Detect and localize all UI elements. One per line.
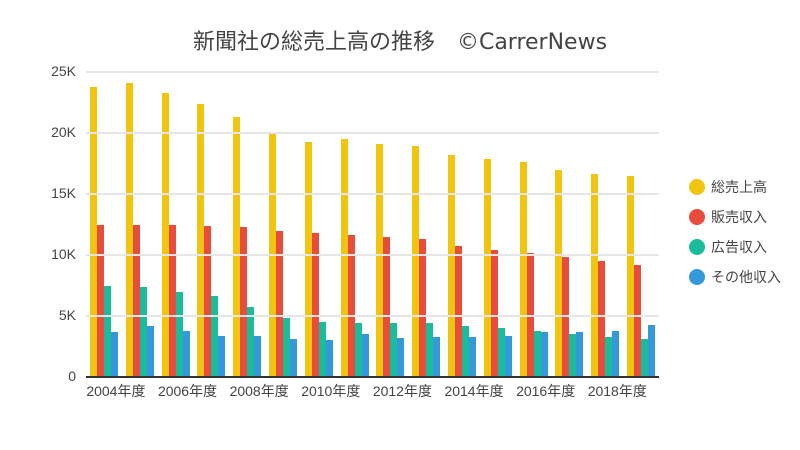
- legend-dot-icon: [689, 269, 705, 285]
- x-tick-label: 2018年度: [587, 383, 647, 399]
- gridline: [86, 71, 659, 73]
- bar[interactable]: [497, 328, 505, 377]
- x-tick-label: 2014年度: [444, 383, 504, 399]
- bar[interactable]: [540, 331, 548, 377]
- bar[interactable]: [132, 224, 140, 377]
- bar[interactable]: [318, 322, 326, 377]
- bar[interactable]: [254, 335, 262, 377]
- bar[interactable]: [569, 334, 577, 377]
- legend-item-ad-revenue[interactable]: 広告収入: [689, 232, 781, 262]
- x-tick-label: 2004年度: [86, 383, 146, 399]
- y-tick-label: 20K: [51, 124, 76, 140]
- bar[interactable]: [426, 323, 434, 377]
- bar[interactable]: [96, 224, 104, 377]
- x-tick-label: 2008年度: [229, 383, 289, 399]
- x-axis-line: [86, 376, 659, 378]
- gridline: [86, 315, 659, 317]
- bar[interactable]: [598, 261, 606, 377]
- y-tick-label: 15K: [51, 185, 76, 201]
- bar[interactable]: [469, 336, 477, 377]
- bar[interactable]: [462, 325, 470, 377]
- legend-item-sales-revenue[interactable]: 販売収入: [689, 202, 781, 232]
- bar[interactable]: [376, 143, 384, 377]
- bar[interactable]: [247, 307, 255, 377]
- legend-label: 販売収入: [711, 210, 767, 226]
- bar[interactable]: [218, 335, 226, 377]
- legend-dot-icon: [689, 239, 705, 255]
- bar[interactable]: [325, 340, 333, 377]
- bar[interactable]: [103, 285, 111, 377]
- x-tick-label: 2016年度: [516, 383, 576, 399]
- bar[interactable]: [533, 330, 541, 377]
- y-tick-label: 25K: [51, 63, 76, 79]
- bar[interactable]: [175, 291, 183, 377]
- legend-label: 総売上高: [711, 180, 767, 196]
- bar[interactable]: [448, 154, 456, 377]
- y-tick-label: 0: [68, 368, 76, 384]
- bar[interactable]: [233, 117, 241, 377]
- gridline: [86, 132, 659, 134]
- bar[interactable]: [383, 236, 391, 377]
- bar[interactable]: [490, 250, 498, 377]
- bar[interactable]: [275, 230, 283, 377]
- bar[interactable]: [412, 146, 420, 377]
- bar[interactable]: [526, 252, 534, 377]
- bar[interactable]: [161, 92, 169, 377]
- plot-area: [86, 72, 659, 377]
- bar[interactable]: [146, 325, 154, 377]
- bar[interactable]: [397, 337, 405, 377]
- bar[interactable]: [504, 335, 512, 377]
- bar[interactable]: [182, 330, 190, 377]
- bar[interactable]: [110, 331, 118, 377]
- bar[interactable]: [419, 239, 427, 377]
- bar[interactable]: [89, 86, 97, 377]
- bar[interactable]: [390, 323, 398, 377]
- bar[interactable]: [519, 162, 527, 377]
- bar[interactable]: [361, 334, 369, 377]
- bar[interactable]: [612, 330, 620, 377]
- legend-dot-icon: [689, 179, 705, 195]
- bar[interactable]: [455, 246, 463, 377]
- y-tick-label: 10K: [51, 246, 76, 262]
- gridline: [86, 254, 659, 256]
- bar[interactable]: [627, 175, 635, 377]
- bar[interactable]: [576, 331, 584, 377]
- bar[interactable]: [282, 318, 290, 377]
- bar[interactable]: [204, 225, 212, 377]
- bar[interactable]: [555, 169, 563, 377]
- y-tick-label: 5K: [58, 307, 76, 323]
- bar[interactable]: [634, 264, 642, 377]
- bar[interactable]: [197, 103, 205, 377]
- bar[interactable]: [125, 82, 133, 377]
- bar[interactable]: [605, 336, 613, 377]
- bar[interactable]: [211, 296, 219, 377]
- bar[interactable]: [483, 158, 491, 377]
- x-tick-label: 2010年度: [301, 383, 361, 399]
- bar[interactable]: [304, 141, 312, 377]
- legend-item-other-revenue[interactable]: その他収入: [689, 262, 781, 292]
- legend-label: 広告収入: [711, 240, 767, 256]
- bar[interactable]: [139, 286, 147, 377]
- legend-label: その他収入: [711, 270, 781, 286]
- bar[interactable]: [354, 323, 362, 377]
- x-tick-label: 2006年度: [157, 383, 218, 399]
- bar[interactable]: [311, 233, 319, 377]
- bar[interactable]: [340, 139, 348, 377]
- gridline: [86, 193, 659, 195]
- bar[interactable]: [347, 235, 355, 377]
- legend: 総売上高 販売収入 広告収入 その他収入: [689, 172, 781, 292]
- x-tick-label: 2012年度: [372, 383, 432, 399]
- bar[interactable]: [562, 257, 570, 377]
- bar[interactable]: [648, 324, 656, 377]
- legend-item-total-sales[interactable]: 総売上高: [689, 172, 781, 202]
- chart-title: 新聞社の総売上高の推移 ©CarrerNews: [192, 30, 608, 55]
- bar[interactable]: [641, 339, 649, 377]
- bar[interactable]: [433, 336, 441, 377]
- bar[interactable]: [591, 174, 599, 377]
- bar[interactable]: [240, 226, 248, 377]
- bar[interactable]: [289, 339, 297, 377]
- legend-dot-icon: [689, 209, 705, 225]
- bar[interactable]: [168, 224, 176, 377]
